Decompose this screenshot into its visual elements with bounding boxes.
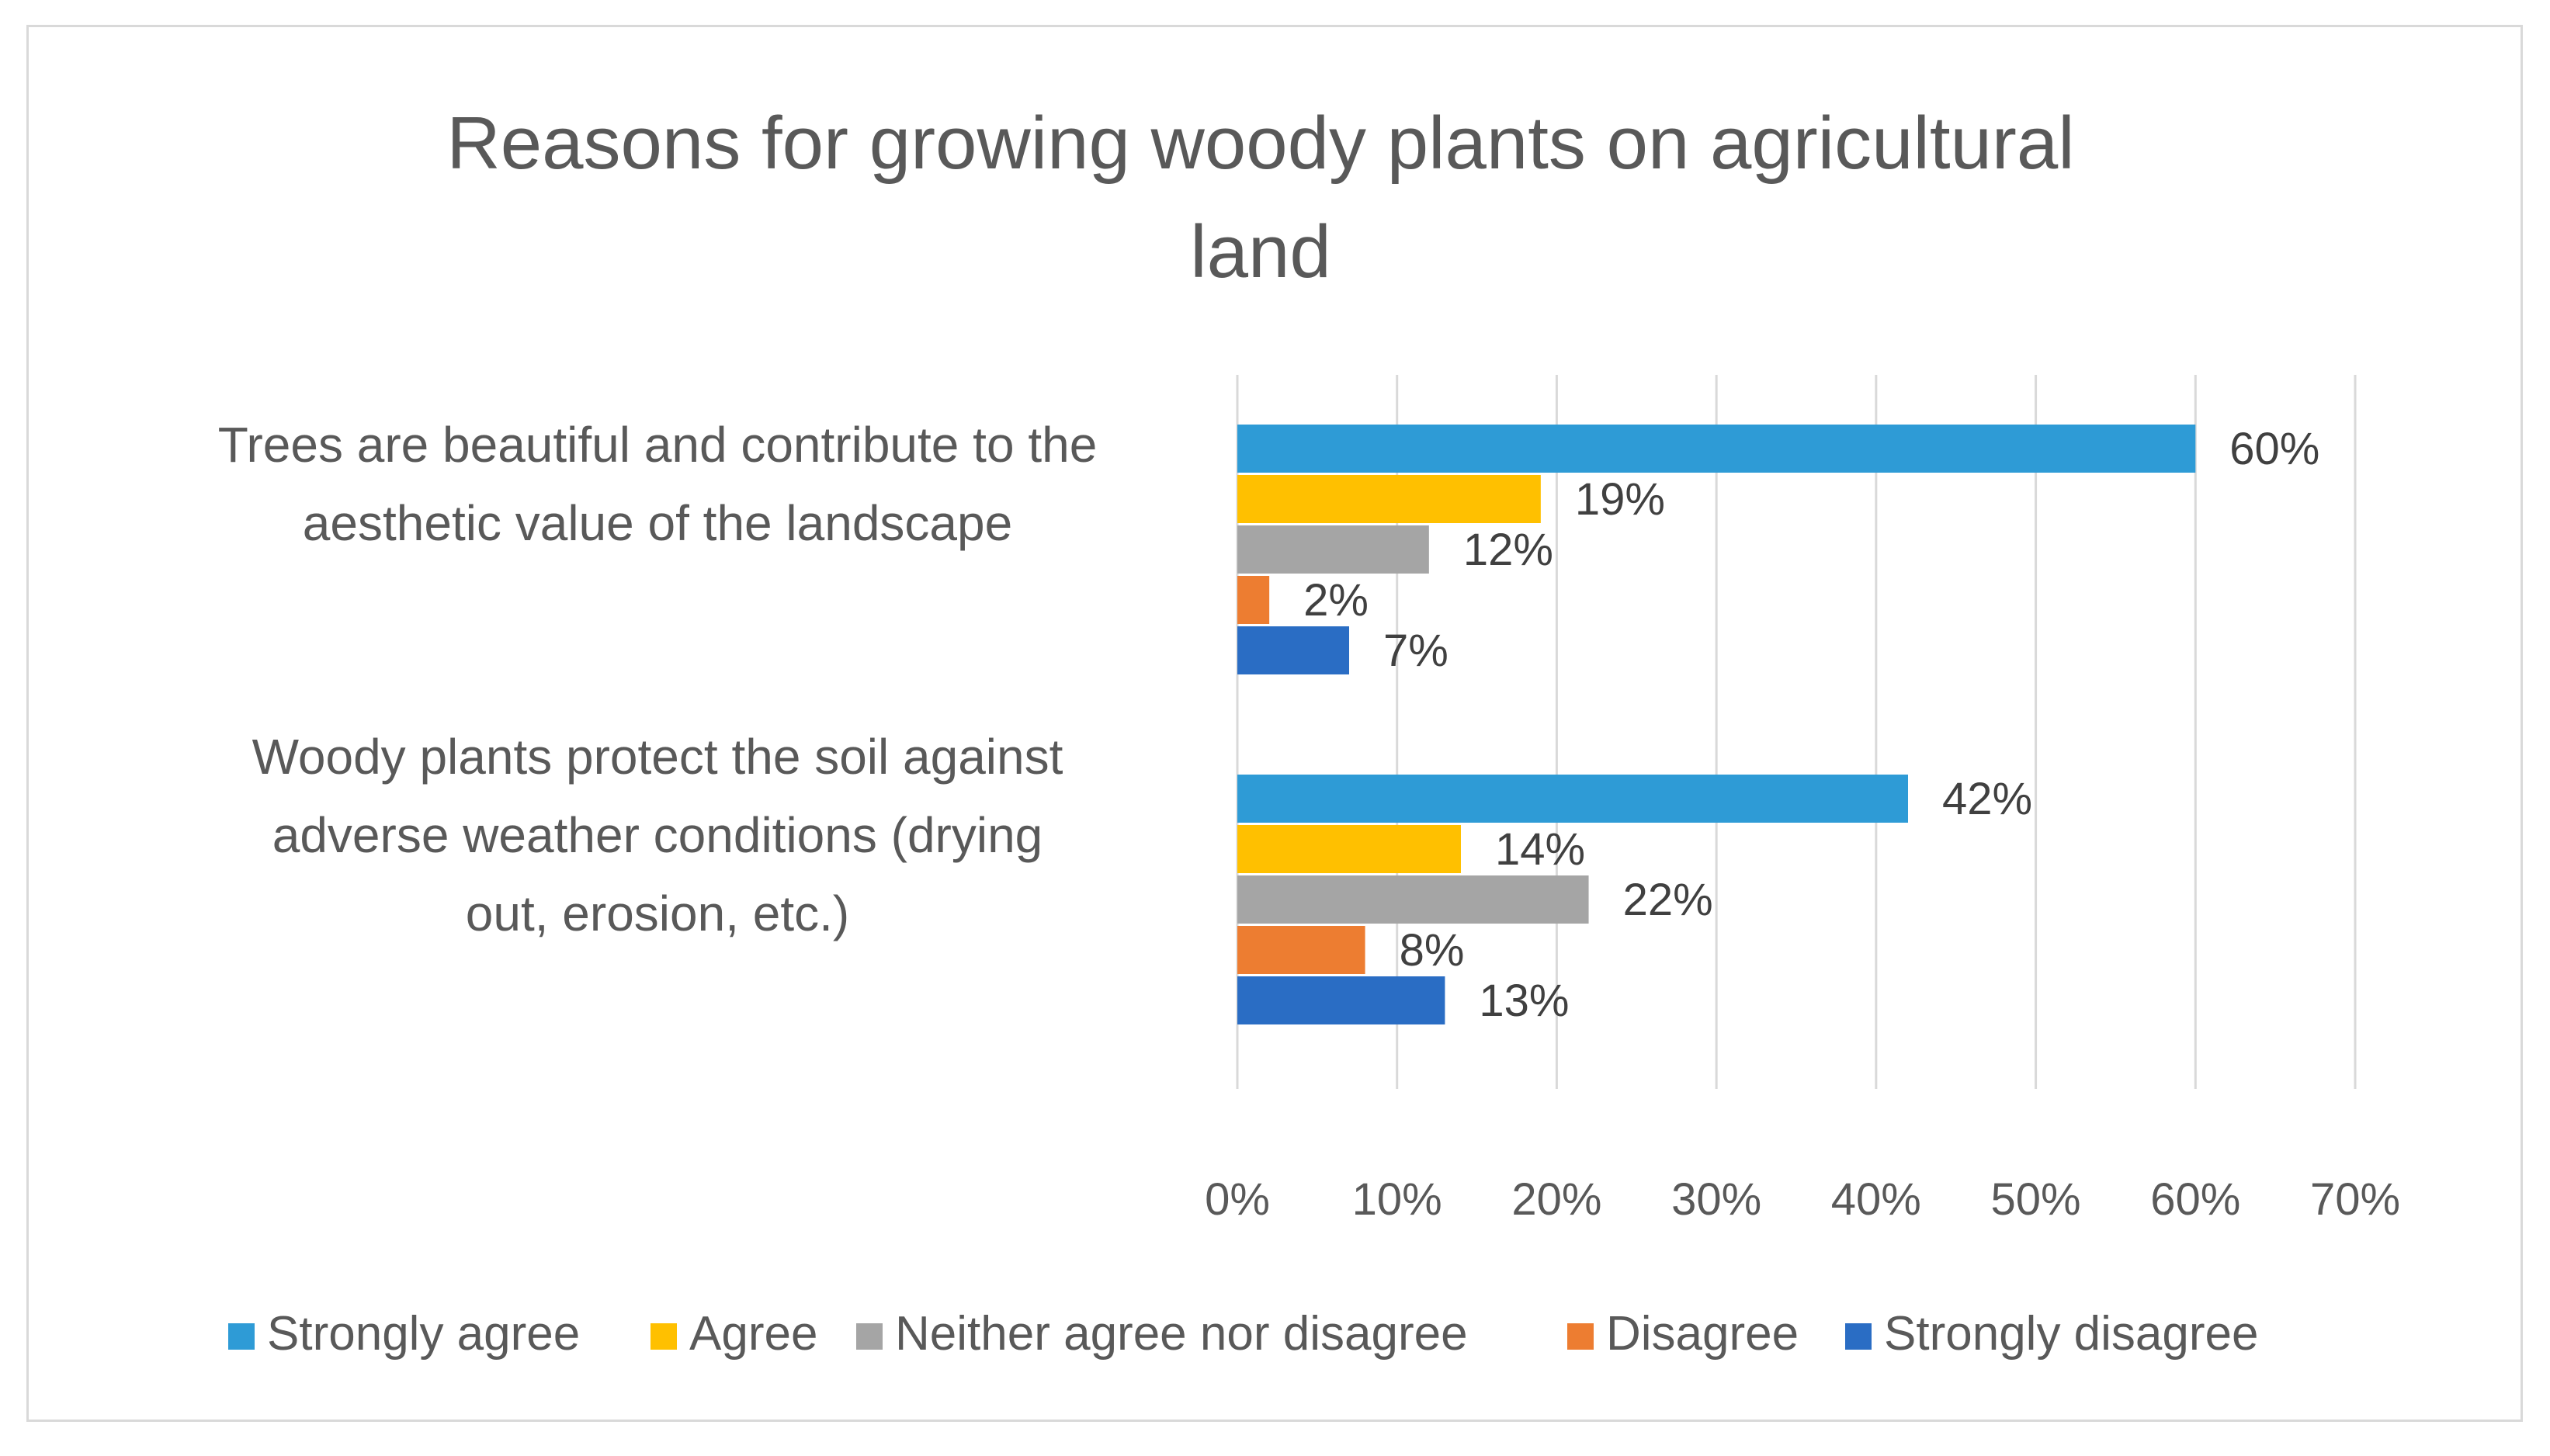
category-label: Woody plants protect the soil against adv… xyxy=(252,729,1063,941)
data-label: 13% xyxy=(1479,976,1569,1026)
x-tick-label: 30% xyxy=(1671,1174,1761,1225)
x-tick-label: 70% xyxy=(2310,1174,2400,1225)
category-label-line: Woody plants protect the soil against xyxy=(252,729,1063,785)
data-label: 60% xyxy=(2229,424,2319,474)
legend: Strongly agree Agree Neither agree nor dis… xyxy=(228,1307,2259,1361)
title-line: Reasons for growing woody plants on agri… xyxy=(446,102,2074,185)
data-label: 7% xyxy=(1383,626,1448,676)
x-tick-label: 0% xyxy=(1205,1174,1270,1225)
data-label: 2% xyxy=(1303,575,1369,626)
data-label: 19% xyxy=(1575,474,1665,525)
data-label: 8% xyxy=(1400,925,1465,976)
category-label: Trees are beautiful and contribute to th… xyxy=(218,417,1098,551)
chart-title-text: Reasons for growing woody plants on agri… xyxy=(446,102,2074,293)
x-tick-label: 10% xyxy=(1352,1174,1442,1225)
legend-swatch xyxy=(1567,1323,1594,1350)
legend-label: Strongly disagree xyxy=(1884,1307,2259,1361)
bar xyxy=(1237,525,1429,574)
bar xyxy=(1237,626,1349,674)
x-tick-label: 60% xyxy=(2150,1174,2240,1225)
legend-item: Agree xyxy=(651,1307,817,1361)
legend-swatch xyxy=(856,1323,883,1350)
legend-item: Neither agree nor disagree xyxy=(856,1307,1468,1361)
bar xyxy=(1237,926,1365,974)
legend-swatch xyxy=(651,1323,677,1350)
legend-label: Strongly agree xyxy=(267,1307,580,1361)
legend-item: Strongly agree xyxy=(228,1307,580,1361)
data-label: 22% xyxy=(1623,875,1713,925)
bar xyxy=(1237,825,1461,873)
bars: 60% 19% 12% 2% 7% 42% 14% 22% 8% 13% xyxy=(1237,424,2319,1026)
chart-svg: Reasons for growing woody plants on agri… xyxy=(218,102,2400,1361)
bar xyxy=(1237,576,1270,624)
legend-label: Agree xyxy=(689,1307,817,1361)
legend-label: Disagree xyxy=(1606,1307,1799,1361)
data-label: 12% xyxy=(1463,525,1553,575)
x-tick-label: 20% xyxy=(1511,1174,1601,1225)
bar xyxy=(1237,775,1908,823)
category-label-line: out, erosion, etc.) xyxy=(466,886,849,941)
legend-label: Neither agree nor disagree xyxy=(895,1307,1468,1361)
x-axis-ticks: 0% 10% 20% 30% 40% 50% 60% 70% xyxy=(1205,1174,2400,1225)
category-label-line: adverse weather conditions (drying xyxy=(272,807,1043,863)
data-label: 42% xyxy=(1942,774,2032,824)
legend-item: Disagree xyxy=(1567,1307,1799,1361)
chart-title: Reasons for growing woody plants on agri… xyxy=(446,102,2074,293)
category-label-line: Trees are beautiful and contribute to th… xyxy=(218,417,1098,473)
legend-item: Strongly disagree xyxy=(1845,1307,2259,1361)
bar xyxy=(1237,976,1445,1024)
category-labels: Trees are beautiful and contribute to th… xyxy=(218,417,1098,941)
bar xyxy=(1237,475,1541,523)
x-tick-label: 40% xyxy=(1831,1174,1921,1225)
x-tick-label: 50% xyxy=(1991,1174,2081,1225)
title-line: land xyxy=(1190,210,1331,293)
category-label-line: aesthetic value of the landscape xyxy=(303,495,1012,551)
legend-swatch xyxy=(1845,1323,1872,1350)
data-label: 14% xyxy=(1495,824,1585,875)
bar xyxy=(1237,425,2196,473)
chart-frame: Reasons for growing woody plants on agri… xyxy=(26,25,2523,1422)
bar xyxy=(1237,875,1589,924)
legend-swatch xyxy=(228,1323,255,1350)
